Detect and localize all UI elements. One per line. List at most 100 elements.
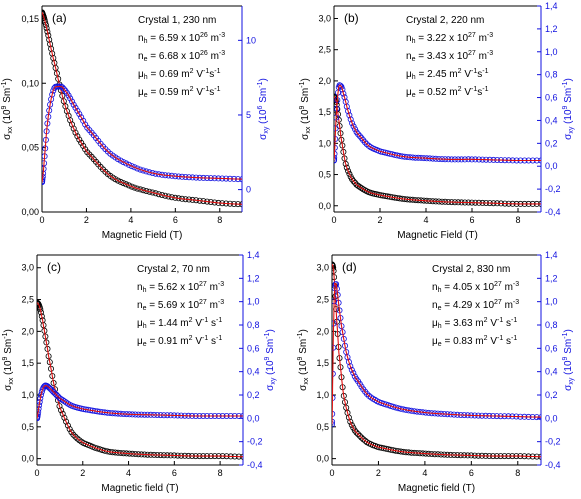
x-tick-label: 6 xyxy=(173,215,178,225)
sigma-xy-series xyxy=(37,382,243,422)
y2-tick-label: -0,4 xyxy=(247,460,263,470)
y2-tick-label: 0,0 xyxy=(545,413,558,423)
x-tick-label: 8 xyxy=(515,215,520,225)
y-tick-label: 1,0 xyxy=(316,390,329,400)
data-point xyxy=(346,112,353,119)
data-point xyxy=(345,414,352,421)
panel-label: (b) xyxy=(344,11,359,25)
data-point xyxy=(384,150,391,157)
data-point xyxy=(146,188,153,195)
data-point xyxy=(356,132,363,139)
data-point xyxy=(56,403,63,410)
y-tick-label: 2,5 xyxy=(318,45,331,55)
y2-tick-label: 5 xyxy=(246,110,251,120)
data-layer xyxy=(37,299,243,460)
y-tick-label: 1,5 xyxy=(21,358,34,368)
data-point xyxy=(149,189,156,196)
data-point xyxy=(53,70,60,77)
data-point xyxy=(350,369,357,376)
data-point xyxy=(72,433,79,440)
data-point xyxy=(74,435,81,442)
x-tick-label: 0 xyxy=(331,215,336,225)
y2-tick-label: -0,2 xyxy=(545,184,561,194)
y2-tick-label: 0,6 xyxy=(247,343,260,353)
data-point xyxy=(78,114,85,121)
data-point xyxy=(358,434,365,441)
y-tick-label: 1,5 xyxy=(318,107,331,117)
data-point xyxy=(146,169,153,176)
fit-parameter: μh = 3.63 m2 V-1 s-1 xyxy=(432,317,517,330)
data-point xyxy=(340,90,347,97)
data-point xyxy=(350,424,357,431)
y-tick-label: 1,0 xyxy=(318,138,331,148)
data-point xyxy=(117,178,124,185)
y-tick-label: 2,5 xyxy=(21,295,34,305)
data-point xyxy=(149,169,156,176)
data-point xyxy=(128,163,135,170)
y2-tick-label: 0,0 xyxy=(247,413,260,423)
data-point xyxy=(355,131,362,138)
y-tick-label: 0,10 xyxy=(21,78,39,88)
fit-parameter: ne = 6.68 x 1026 m-3 xyxy=(138,50,225,63)
panel-label: (d) xyxy=(342,260,357,274)
data-point xyxy=(82,146,89,153)
y2-tick-label: 0,0 xyxy=(545,161,558,171)
y-tick-label: 0,15 xyxy=(21,14,39,24)
y2-tick-label: 10 xyxy=(246,35,256,45)
data-point xyxy=(345,108,352,115)
data-point xyxy=(352,126,359,133)
y-tick-label: 0,00 xyxy=(21,207,39,217)
data-point xyxy=(74,107,81,114)
y-tick-label: 0,05 xyxy=(21,143,39,153)
data-point xyxy=(155,191,162,198)
y-tick-label: 0,0 xyxy=(318,201,331,211)
y2-tick-label: 1,2 xyxy=(247,273,260,283)
data-point xyxy=(345,358,352,365)
data-point xyxy=(143,168,150,175)
data-point xyxy=(380,149,387,156)
data-point xyxy=(349,176,356,183)
data-point xyxy=(76,136,83,143)
data-point xyxy=(120,180,127,187)
data-point xyxy=(343,164,350,171)
sample-label: Crystal 2, 70 nm xyxy=(137,264,210,275)
data-point xyxy=(337,82,344,89)
data-point xyxy=(76,111,83,118)
data-point xyxy=(65,92,72,99)
fit-line xyxy=(332,283,541,425)
fit-parameter: nh = 6.59 x 1026 m-3 xyxy=(138,32,225,45)
y2-tick-label: 1,4 xyxy=(545,1,558,11)
data-point xyxy=(361,139,368,146)
data-point xyxy=(42,21,49,28)
x-tick-label: 6 xyxy=(172,468,177,478)
y2-tick-label: 0,2 xyxy=(545,390,558,400)
data-point xyxy=(353,429,360,436)
x-tick-label: 4 xyxy=(423,215,428,225)
data-point xyxy=(60,85,67,92)
data-point xyxy=(58,396,65,403)
data-point xyxy=(125,161,132,168)
y-tick-label: 0,5 xyxy=(318,170,331,180)
y2-tick-label: 0,8 xyxy=(545,320,558,330)
data-point xyxy=(345,167,352,174)
data-point xyxy=(137,166,144,173)
fit-parameter: μh = 1.44 m2 V-1 s-1 xyxy=(137,317,222,330)
y-tick-label: 3,0 xyxy=(316,263,329,273)
data-point xyxy=(43,25,50,32)
data-point xyxy=(143,187,150,194)
data-point xyxy=(347,363,354,370)
x-tick-label: 0 xyxy=(39,215,44,225)
fit-line xyxy=(334,96,541,205)
y-tick-label: 2,0 xyxy=(318,76,331,86)
y2-tick-label: 0,6 xyxy=(545,343,558,353)
fit-parameter: μe = 0.91 m2 V-1 s-1 xyxy=(137,335,222,348)
data-point xyxy=(356,432,363,439)
data-point xyxy=(347,418,354,425)
sample-label: Crystal 2, 220 nm xyxy=(406,15,484,26)
y-tick-label: 0,0 xyxy=(21,454,34,464)
y-tick-label: 0,0 xyxy=(316,454,329,464)
data-point xyxy=(123,181,130,188)
y-tick-label: 3,0 xyxy=(21,263,34,273)
x-axis-label: Magnetic Field (T) xyxy=(397,230,478,241)
data-point xyxy=(140,187,147,194)
